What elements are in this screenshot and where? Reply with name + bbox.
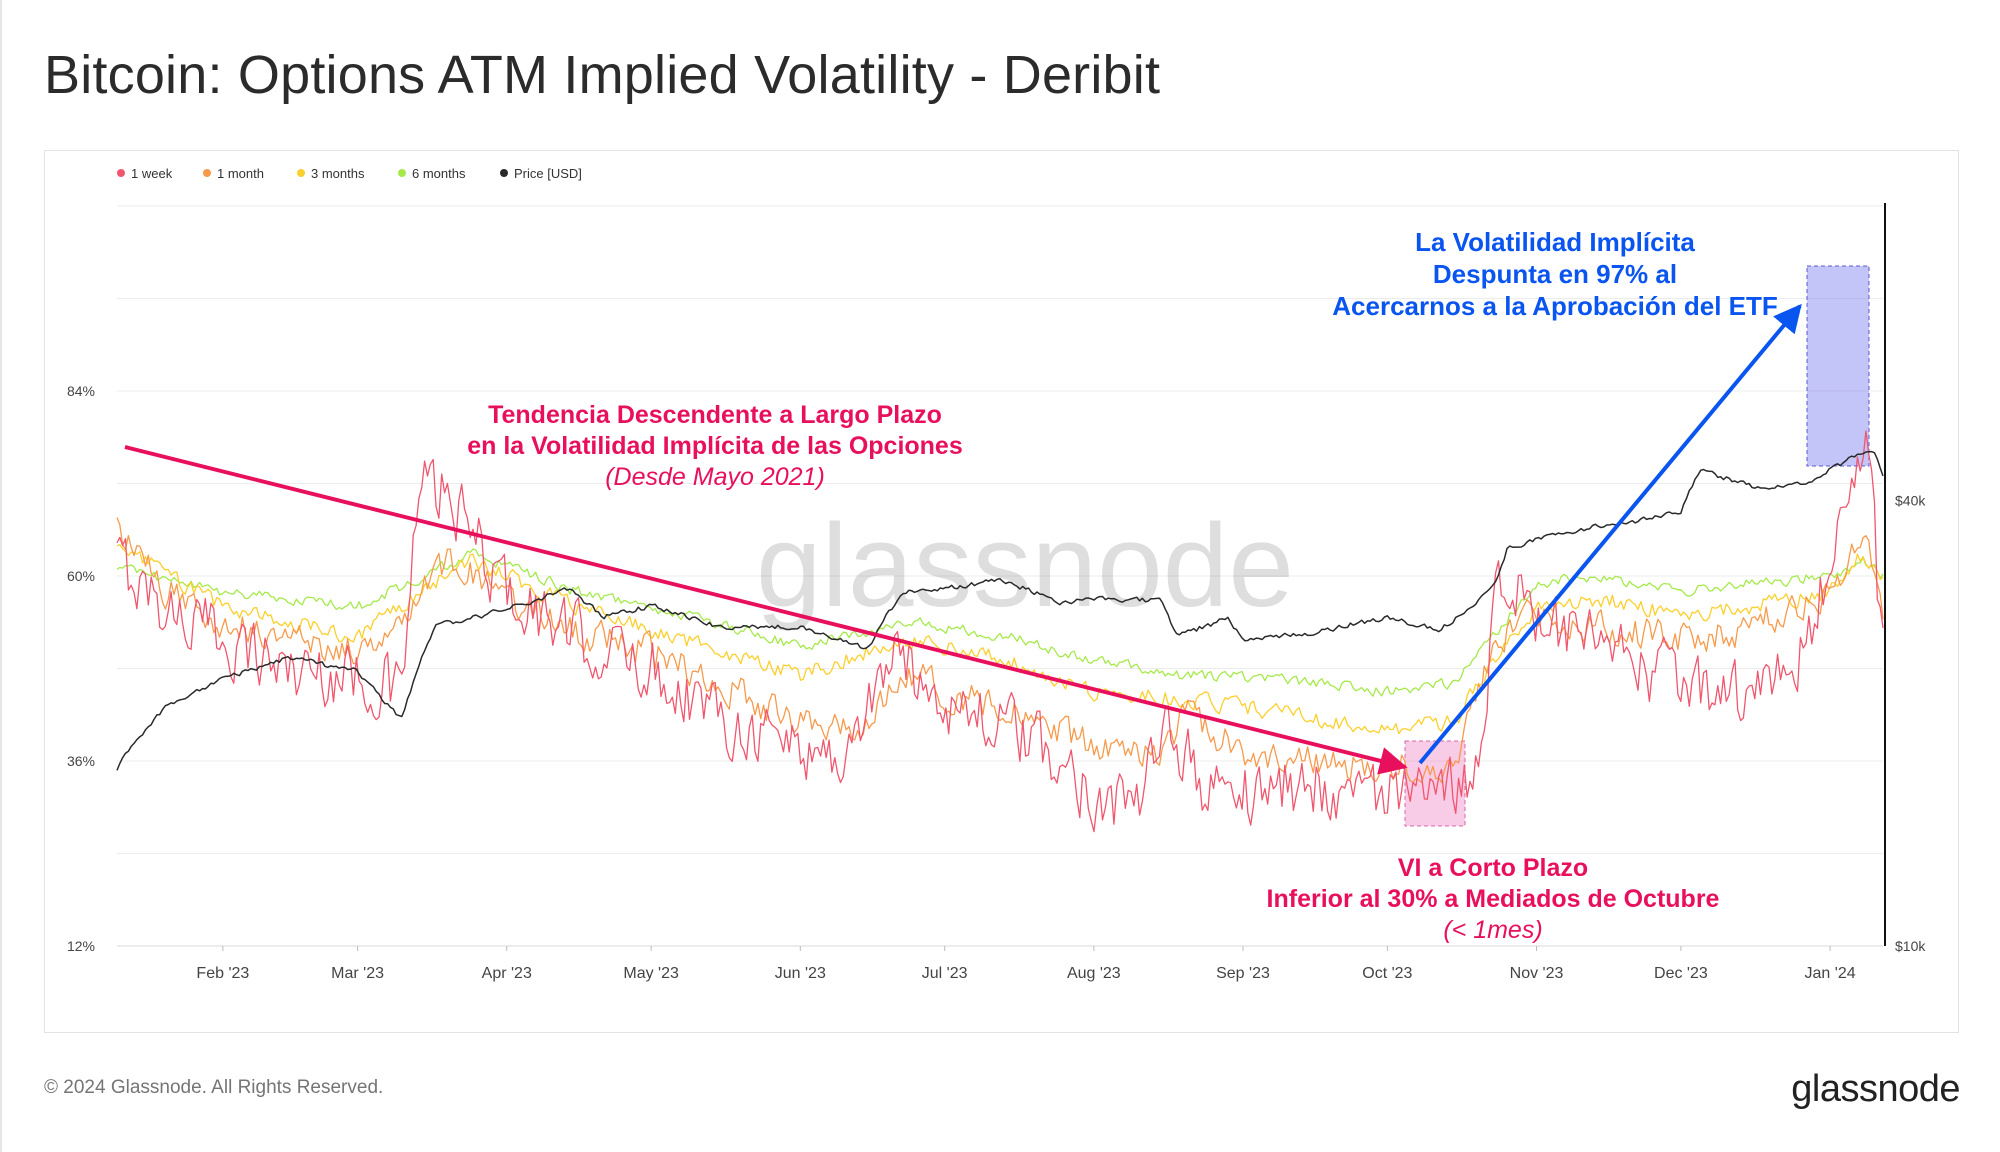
chart-frame: glassnode 12% 36% 60% 84% $10k $40k Feb '23 Mar… bbox=[44, 150, 1959, 1033]
x-tick-label: Dec '23 bbox=[1654, 965, 1708, 982]
legend-label: 1 week bbox=[131, 166, 173, 181]
annotation-etf-spike-line: Acercarnos a la Aprobación del ETF bbox=[1332, 291, 1778, 321]
highlight-boxes bbox=[1404, 265, 1870, 827]
trend-arrow-down bbox=[124, 445, 1408, 775]
annotations: Tendencia Descendente a Largo Plazo en la… bbox=[124, 227, 1802, 944]
legend-marker bbox=[117, 169, 125, 177]
left-edge-divider bbox=[0, 0, 2, 1152]
chart-svg: glassnode 12% 36% 60% 84% $10k $40k Feb '23 Mar… bbox=[67, 166, 1926, 982]
x-tick-label: Jul '23 bbox=[922, 965, 968, 982]
y-left-tick-label: 84% bbox=[67, 383, 95, 399]
legend-label: 3 months bbox=[311, 166, 365, 181]
legend-label: 1 month bbox=[217, 166, 264, 181]
grid-layer bbox=[117, 203, 1886, 947]
legend-label: Price [USD] bbox=[514, 166, 582, 181]
annotation-etf-spike-line: La Volatilidad Implícita bbox=[1415, 227, 1695, 257]
legend-marker bbox=[203, 169, 211, 177]
x-tick-label: Jan '24 bbox=[1805, 965, 1856, 982]
annotation-short-term-iv-sub: (< 1mes) bbox=[1443, 916, 1542, 944]
x-tick-label: Oct '23 bbox=[1362, 965, 1412, 982]
series-line-1-week bbox=[116, 430, 1884, 833]
series-layer bbox=[116, 430, 1884, 833]
annotation-etf-spike-line: Despunta en 97% al bbox=[1433, 259, 1677, 289]
watermark: glassnode bbox=[756, 500, 1294, 632]
legend-label: 6 months bbox=[412, 166, 466, 181]
legend-marker bbox=[500, 169, 508, 177]
y-right-tick-label: $40k bbox=[1895, 492, 1926, 508]
annotation-long-term-trend-sub: (Desde Mayo 2021) bbox=[605, 463, 825, 491]
x-tick-label: May '23 bbox=[623, 965, 679, 982]
highlight-box-etf bbox=[1806, 265, 1870, 467]
y-left-tick-label: 36% bbox=[67, 753, 95, 769]
x-tick-label: Sep '23 bbox=[1216, 965, 1270, 982]
annotation-long-term-trend-line: Tendencia Descendente a Largo Plazo bbox=[488, 401, 942, 429]
page-title: Bitcoin: Options ATM Implied Volatility … bbox=[44, 45, 1161, 105]
series-line-1-month bbox=[116, 517, 1884, 784]
legend-marker bbox=[398, 169, 406, 177]
x-tick-label: Aug '23 bbox=[1067, 965, 1121, 982]
trend-arrow-up bbox=[1418, 303, 1802, 765]
x-tick-label: Nov '23 bbox=[1510, 965, 1564, 982]
annotation-short-term-iv-line: Inferior al 30% a Mediados de Octubre bbox=[1267, 885, 1720, 913]
annotation-long-term-trend-line: en la Volatilidad Implícita de las Opcio… bbox=[467, 432, 963, 460]
y-left-tick-label: 12% bbox=[67, 938, 95, 954]
annotation-short-term-iv-line: VI a Corto Plazo bbox=[1398, 854, 1588, 882]
axes-layer: 12% 36% 60% 84% $10k $40k Feb '23 Mar '23 Apr '2… bbox=[67, 383, 1926, 982]
x-tick-label: Jun '23 bbox=[775, 965, 826, 982]
x-tick-label: Feb '23 bbox=[196, 965, 249, 982]
copyright-text: © 2024 Glassnode. All Rights Reserved. bbox=[44, 1077, 384, 1098]
legend-marker bbox=[297, 169, 305, 177]
series-line-3-months bbox=[116, 543, 1884, 735]
series-line-price-usd- bbox=[116, 450, 1884, 771]
glassnode-logo[interactable]: glassnode bbox=[1791, 1068, 1960, 1110]
x-tick-label: Apr '23 bbox=[482, 965, 532, 982]
x-tick-label: Mar '23 bbox=[331, 965, 384, 982]
legend[interactable]: 1 week 1 month 3 months 6 months Price [USD] bbox=[117, 166, 582, 181]
y-right-tick-label: $10k bbox=[1895, 938, 1926, 954]
y-left-tick-label: 60% bbox=[67, 568, 95, 584]
